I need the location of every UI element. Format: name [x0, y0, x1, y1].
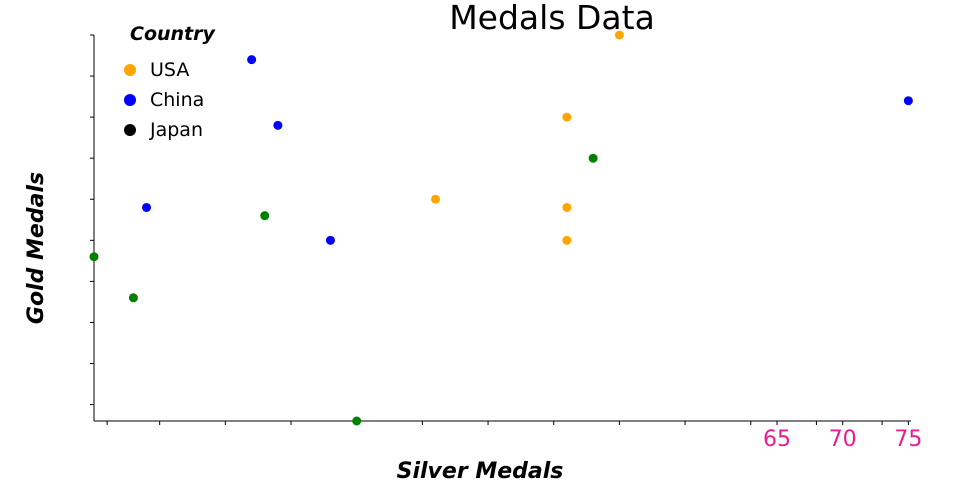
chart-title: Medals Data	[449, 0, 655, 37]
point-usa-4	[562, 235, 572, 245]
point-china-1	[273, 120, 283, 130]
point-usa-2	[431, 194, 441, 204]
legend-title: Country	[130, 23, 217, 45]
data-points	[89, 30, 913, 426]
y-ticks	[90, 34, 94, 406]
legend: Country USA China Japan	[124, 23, 217, 141]
x-ticks	[106, 421, 883, 425]
point-usa-1	[562, 112, 572, 122]
x-tick-labels: 65 70 75	[763, 421, 922, 452]
point-japan-0	[588, 153, 598, 163]
point-china-4	[903, 96, 913, 106]
point-china-2	[142, 202, 152, 212]
point-japan-2	[89, 252, 99, 262]
point-japan-1	[260, 211, 270, 221]
point-japan-4	[352, 416, 362, 426]
point-usa-3	[562, 202, 572, 212]
legend-marker-usa	[124, 64, 136, 76]
x-axis-title: Silver Medals	[397, 459, 564, 484]
legend-label-china: China	[150, 89, 204, 111]
legend-label-japan: Japan	[149, 119, 203, 141]
point-japan-3	[128, 293, 138, 303]
legend-label-usa: USA	[150, 59, 189, 81]
x-tick-label-1: 70	[829, 427, 857, 452]
legend-entries: USA China Japan	[124, 59, 204, 141]
legend-marker-china	[124, 94, 136, 106]
x-tick-label-2: 75	[894, 427, 922, 452]
point-china-3	[325, 235, 335, 245]
x-tick-label-0: 65	[763, 427, 791, 452]
point-china-0	[247, 55, 257, 65]
axes	[93, 35, 911, 422]
y-axis-title: Gold Medals	[24, 172, 49, 324]
legend-marker-japan	[124, 124, 136, 136]
point-usa-0	[614, 30, 624, 40]
